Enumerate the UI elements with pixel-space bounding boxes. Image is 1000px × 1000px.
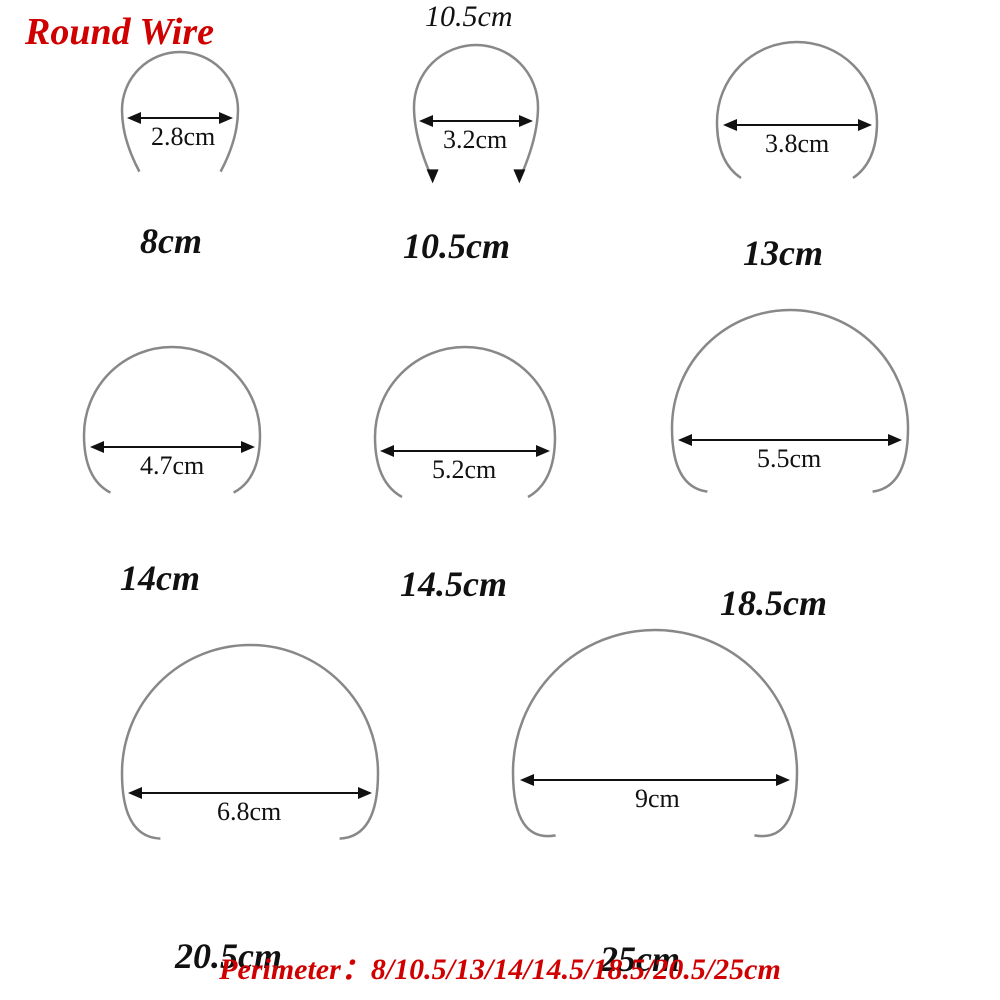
wire-10_5: 3.2cm 10.5cm 10.5cm: [395, 35, 557, 220]
wire-13: 3.8cm 13cm: [695, 30, 900, 235]
wire-25: 9cm 25cm: [485, 620, 825, 940]
perimeter-label: 14.5cm: [400, 563, 507, 605]
top-label: 10.5cm: [425, 0, 512, 34]
width-label: 3.2cm: [443, 125, 507, 155]
footer-prefix: Perimeter：: [219, 953, 371, 986]
wire-svg: [485, 620, 825, 940]
wire-svg: [350, 335, 580, 560]
wire-8: 2.8cm 8cm: [105, 40, 255, 215]
wire-svg: [60, 335, 285, 555]
width-label: 6.8cm: [217, 797, 281, 827]
wire-14: 4.7cm 14cm: [60, 335, 285, 555]
wire-svg: [645, 300, 935, 580]
width-label: 5.2cm: [432, 455, 496, 485]
footer-values: 8/10.5/13/14/14.5/18.5/20.5/25cm: [371, 953, 781, 986]
perimeter-label: 13cm: [743, 232, 823, 274]
wire-20_5: 6.8cm 20.5cm: [95, 635, 405, 935]
wire-18_5: 5.5cm 18.5cm: [645, 300, 935, 580]
width-label: 3.8cm: [765, 129, 829, 159]
footer-text: Perimeter：8/10.5/13/14/14.5/18.5/20.5/25…: [0, 944, 1000, 988]
width-label: 4.7cm: [140, 451, 204, 481]
width-label: 5.5cm: [757, 444, 821, 474]
perimeter-label: 10.5cm: [403, 225, 510, 267]
perimeter-label: 14cm: [120, 557, 200, 599]
wire-14_5: 5.2cm 14.5cm: [350, 335, 580, 560]
width-label: 2.8cm: [151, 122, 215, 152]
perimeter-label: 8cm: [140, 220, 202, 262]
perimeter-label: 18.5cm: [720, 582, 827, 624]
width-label: 9cm: [635, 784, 680, 814]
wire-svg: [95, 635, 405, 935]
